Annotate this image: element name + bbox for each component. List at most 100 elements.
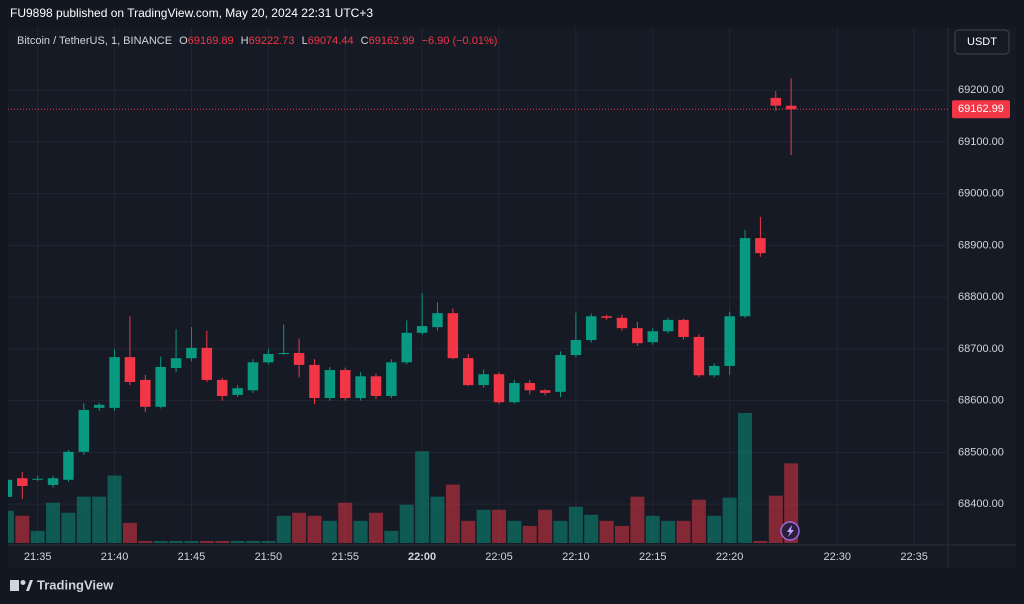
candle-body	[140, 379, 151, 407]
volume-bar	[630, 496, 645, 543]
currency-button[interactable]	[954, 29, 1010, 55]
x-tick-label: 22:35	[900, 551, 928, 563]
candle-body	[8, 479, 13, 497]
volume-bar	[753, 540, 768, 543]
price-label-box	[952, 100, 1010, 119]
candle-body	[616, 317, 628, 329]
volume-bar	[584, 514, 599, 543]
logo-mark	[20, 580, 26, 585]
candle-body	[93, 404, 105, 408]
x-tick-label: 21:45	[178, 551, 206, 563]
candle-body	[63, 451, 74, 480]
volume-bar	[599, 520, 614, 543]
candle-body	[370, 376, 382, 396]
candle-body	[278, 353, 289, 355]
volume-bar	[430, 496, 445, 543]
candle-body	[124, 357, 136, 382]
candle-body	[293, 353, 305, 365]
volume-bar	[199, 540, 214, 543]
candle-body	[386, 362, 397, 396]
candle-body	[770, 97, 782, 106]
x-tick-label: 21:50	[255, 551, 283, 563]
y-tick-label: 69000.00	[958, 188, 1004, 200]
candle-body	[155, 366, 166, 407]
volume-bar	[353, 520, 368, 543]
legend-label: C	[361, 35, 369, 47]
y-tick-label: 69100.00	[958, 136, 1004, 148]
candle-body	[247, 362, 259, 391]
candle-body	[78, 409, 90, 452]
x-tick-label: 22:20	[716, 551, 744, 563]
candle-body	[647, 331, 659, 343]
candle-body	[632, 328, 643, 344]
volume-bar	[153, 540, 168, 543]
volume-bar	[615, 525, 630, 543]
candle-body	[709, 365, 720, 376]
legend-label: H	[241, 35, 249, 47]
candle-body	[601, 316, 612, 318]
volume-bar	[46, 502, 61, 543]
price-label: 69162.99	[958, 103, 1004, 115]
candle-body	[739, 238, 751, 317]
volume-bar	[645, 515, 660, 543]
candle-body	[570, 340, 582, 356]
volume-bar	[461, 520, 476, 543]
legend-symbol: Bitcoin / TetherUS, 1, BINANCE	[17, 35, 172, 47]
footer-logo: TradingView	[37, 577, 114, 592]
header: FU9898 published on TradingView.com, May…	[10, 6, 373, 20]
volume-bar	[122, 522, 137, 543]
candle-body	[170, 358, 182, 369]
candle-body	[17, 478, 28, 487]
volume-bar	[15, 515, 30, 543]
volume-bar	[184, 540, 199, 543]
candle-body	[478, 374, 489, 386]
volume-bar	[491, 509, 506, 543]
volume-bar	[507, 520, 522, 543]
volume-bar	[292, 512, 307, 543]
candle-body	[524, 383, 535, 391]
currency-label[interactable]: USDT	[967, 36, 997, 48]
volume-bar	[215, 540, 230, 543]
legend-label: L	[302, 35, 308, 47]
x-tick-label: 22:30	[824, 551, 852, 563]
logo-mark	[26, 580, 33, 591]
candle-body	[555, 355, 566, 392]
candle-body	[324, 370, 336, 399]
x-tick-label: 21:35	[24, 551, 52, 563]
y-tick-label: 68800.00	[958, 291, 1004, 303]
candle-body	[309, 364, 320, 399]
candle-body	[678, 319, 689, 337]
candle-body	[216, 379, 228, 396]
x-tick-label: 22:10	[562, 551, 590, 563]
legend-label: O	[179, 35, 188, 47]
volume-bar	[76, 496, 91, 543]
y-tick-label: 68900.00	[958, 239, 1004, 251]
volume-bar	[415, 451, 430, 543]
candle-body	[401, 332, 412, 363]
volume-bar	[568, 506, 583, 543]
candle-body	[586, 316, 597, 341]
legend-value: 69169.89	[188, 35, 234, 47]
candle-body	[355, 376, 366, 399]
volume-bar	[722, 497, 737, 543]
candle-body	[186, 347, 197, 359]
volume-bar	[61, 512, 76, 543]
candle-body	[447, 313, 459, 359]
candle-body	[339, 370, 351, 399]
candle-body	[263, 354, 274, 363]
volume-bar	[92, 496, 107, 543]
candle-body	[232, 388, 243, 395]
volume-bar	[230, 540, 245, 543]
candle-body	[785, 105, 797, 110]
candle-body	[509, 383, 520, 403]
legend-value: 69074.44	[308, 35, 354, 47]
volume-bar	[661, 520, 676, 543]
candle-body	[693, 336, 705, 376]
candle-body	[32, 478, 43, 480]
x-tick-label: 22:15	[639, 551, 667, 563]
volume-bar	[476, 509, 491, 543]
candle-body	[724, 316, 735, 366]
y-tick-label: 68400.00	[958, 498, 1004, 510]
volume-bar	[169, 540, 184, 543]
x-tick-label: 22:00	[408, 551, 436, 563]
